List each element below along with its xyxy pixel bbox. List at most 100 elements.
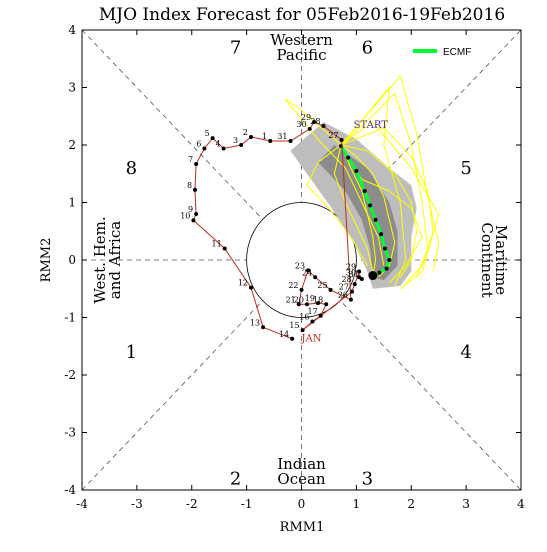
- ensemble-member-line: [340, 144, 418, 278]
- history-point: [210, 136, 215, 141]
- x-tick-label: -1: [241, 497, 253, 511]
- history-day-label: 30: [346, 268, 356, 277]
- history-point: [318, 313, 323, 318]
- ensemble-member-line: [340, 144, 423, 284]
- history-point: [359, 276, 364, 281]
- y-tick-label: -4: [64, 483, 76, 497]
- history-day-label: 2: [243, 128, 248, 137]
- history-day-label: 22: [288, 281, 298, 290]
- ensemble-mean-point: [346, 155, 351, 160]
- history-day-label: 5: [205, 129, 210, 138]
- y-tick-label: -2: [64, 368, 76, 382]
- ensemble-mean-point: [362, 189, 367, 193]
- history-point: [324, 302, 329, 307]
- region-left-line1: West. Hem.: [91, 216, 109, 303]
- y-tick-label: 3: [68, 81, 76, 95]
- legend-label: ECMF: [443, 47, 471, 58]
- history-day-label: 14: [279, 330, 289, 339]
- x-tick-label: 0: [298, 497, 306, 511]
- history-point: [306, 268, 311, 273]
- history-point: [221, 146, 226, 151]
- start-label: START: [354, 120, 389, 131]
- history-point: [321, 124, 326, 129]
- history-day-label: 19: [305, 294, 315, 303]
- phase-guides: [81, 29, 522, 491]
- history-day-label: 1: [262, 132, 267, 141]
- y-tick-label: -3: [64, 426, 76, 440]
- history-point: [299, 287, 304, 292]
- ensemble-member-line: [306, 144, 368, 267]
- x-tick-label: -2: [186, 497, 198, 511]
- history-day-label: 28: [310, 117, 320, 126]
- history-day-label: 12: [238, 279, 248, 288]
- history-point: [290, 336, 295, 341]
- history-point: [357, 269, 362, 274]
- spread-inner: [318, 145, 398, 281]
- ensemble-member-line: [340, 92, 429, 278]
- history-point: [202, 146, 207, 151]
- history-day-label: 29: [346, 263, 356, 272]
- region-left-line2: and Africa: [106, 221, 124, 299]
- history-point: [310, 319, 315, 324]
- history-day-label: 6: [196, 139, 201, 148]
- history-day-label: 27: [339, 283, 349, 292]
- y-tick-label: -1: [64, 311, 76, 325]
- history-day-label: 3: [233, 136, 238, 145]
- y-tick-label: 1: [68, 196, 76, 210]
- history-day-label: 23: [295, 261, 305, 270]
- phase-label: 4: [460, 342, 471, 363]
- phase-label: 8: [126, 158, 137, 179]
- ensemble-mean-point: [368, 203, 373, 208]
- chart-title: MJO Index Forecast for 05Feb2016-19Feb20…: [99, 5, 505, 25]
- history-point: [249, 134, 254, 139]
- ensemble-member-line: [340, 127, 434, 284]
- history-day-label: 29: [301, 113, 311, 122]
- ensemble-member-line: [340, 85, 407, 287]
- jan-label: JAN: [301, 334, 322, 345]
- history-day-label: 31: [349, 270, 359, 279]
- history-point: [339, 137, 344, 142]
- phase-label: 3: [362, 469, 373, 490]
- annotations: START JAN: [301, 120, 389, 345]
- history-point: [304, 302, 309, 307]
- history-day-label: 28: [342, 275, 352, 284]
- history-point: [268, 138, 273, 143]
- history-point: [194, 161, 199, 166]
- history-point: [239, 143, 244, 147]
- history-day-label: 9: [188, 205, 193, 214]
- region-bottom-line2: Ocean: [277, 470, 326, 488]
- history-point: [328, 287, 333, 292]
- history-point: [191, 218, 196, 223]
- history-day-label: 16: [299, 313, 309, 322]
- history-day-label: 8: [187, 181, 192, 190]
- history-day-label: 20: [294, 295, 304, 304]
- history-day-label: 30: [297, 120, 307, 129]
- history-point: [288, 138, 293, 143]
- history-point: [352, 282, 357, 287]
- ensemble-mean: [339, 144, 392, 281]
- x-tick-label: 3: [462, 497, 470, 511]
- history-day-label: 25: [317, 281, 327, 290]
- ensemble-mean-point: [354, 168, 359, 173]
- history-line: [192, 121, 363, 340]
- history-day-label: 10: [180, 211, 190, 220]
- region-right-line1: Maritime: [492, 225, 510, 295]
- ensemble-mean-point: [387, 258, 392, 262]
- x-axis-label: RMM1: [280, 520, 325, 535]
- region-top-line1: Western: [270, 31, 333, 49]
- history-point: [307, 126, 312, 131]
- legend: ECMF: [413, 47, 471, 58]
- phase-label: 2: [230, 469, 241, 490]
- forecast-start-marker: [368, 271, 378, 281]
- ensemble-mean-point: [373, 217, 378, 222]
- x-tick-label: -3: [131, 497, 143, 511]
- history-day-label: 24: [302, 268, 312, 277]
- history-point: [194, 212, 199, 216]
- x-tick-label: 4: [517, 497, 525, 511]
- history-point: [300, 328, 305, 333]
- x-tick-label: 2: [407, 497, 415, 511]
- region-bottom-line1: Indian: [277, 455, 326, 473]
- history-day-label: 4: [215, 139, 220, 148]
